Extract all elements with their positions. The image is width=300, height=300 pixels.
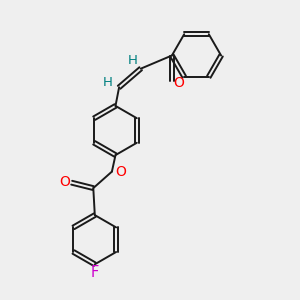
Text: H: H bbox=[128, 54, 137, 67]
Text: O: O bbox=[173, 76, 184, 90]
Text: O: O bbox=[115, 165, 126, 178]
Text: F: F bbox=[91, 265, 99, 280]
Text: H: H bbox=[103, 76, 112, 89]
Text: O: O bbox=[60, 175, 70, 188]
